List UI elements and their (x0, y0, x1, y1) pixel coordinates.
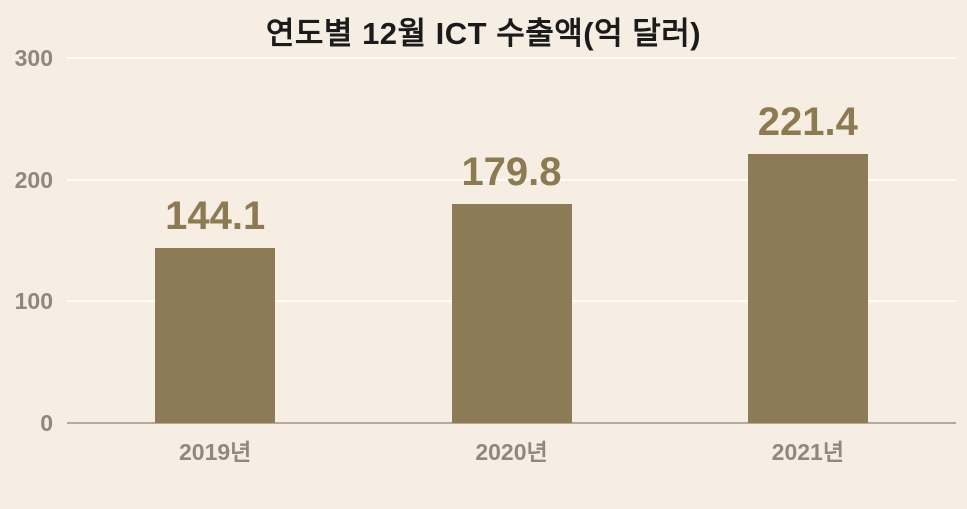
x-axis-line (67, 422, 956, 424)
gridline-300 (67, 57, 956, 59)
x-category-label-2021년: 2021년 (771, 439, 844, 465)
bar-2019년 (155, 247, 276, 423)
bar-2020년 (451, 204, 572, 423)
y-tick-label-0: 0 (40, 410, 53, 436)
bar-2021년 (747, 153, 868, 423)
gridline-200 (67, 178, 956, 181)
x-category-label-2020년: 2020년 (475, 439, 548, 465)
bar-value-label-2021년: 221.4 (757, 99, 858, 144)
x-category-label-2019년: 2019년 (178, 439, 252, 465)
bar-value-label-2020년: 179.8 (461, 150, 562, 195)
y-tick-label-200: 200 (14, 166, 53, 193)
plot-area: 0 100 200 300 144.1 2019년 179.8 2020년 221.4 2021년 (15, 45, 956, 465)
chart-title: 연도별 12월 ICT 수출액(억 달러) (265, 16, 702, 51)
bar-value-label-2019년: 144.1 (165, 193, 266, 238)
y-tick-label-100: 100 (14, 288, 53, 315)
y-tick-label-300: 300 (14, 45, 53, 71)
